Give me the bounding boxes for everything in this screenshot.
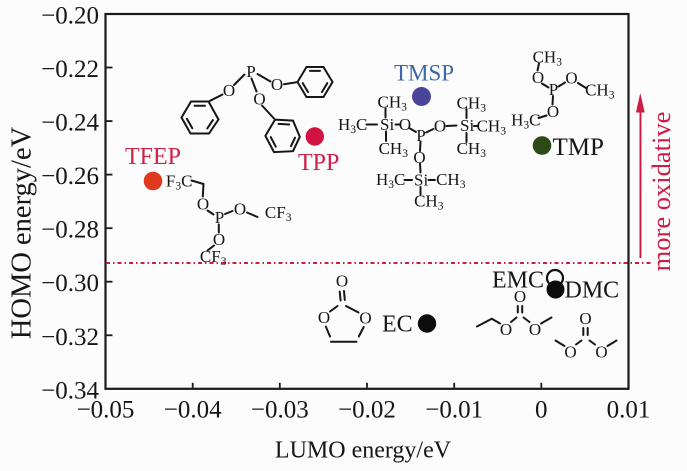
svg-text:O: O: [253, 90, 265, 109]
svg-text:EMC: EMC: [492, 268, 544, 294]
svg-text:CF3: CF3: [265, 203, 292, 224]
svg-text:−0.02: −0.02: [338, 397, 396, 424]
svg-text:−0.32: −0.32: [41, 324, 99, 351]
svg-text:Si: Si: [460, 116, 474, 135]
svg-text:CH3: CH3: [414, 191, 444, 212]
svg-text:O: O: [223, 81, 235, 100]
svg-text:LUMO energy/eV: LUMO energy/eV: [275, 438, 452, 464]
svg-text:−0.01: −0.01: [425, 397, 483, 424]
svg-text:−0.03: −0.03: [251, 397, 309, 424]
svg-text:0: 0: [535, 397, 548, 424]
svg-text:O: O: [271, 75, 283, 94]
svg-text:CH3: CH3: [379, 139, 409, 160]
svg-text:CH3: CH3: [378, 92, 408, 113]
svg-text:O: O: [399, 115, 411, 134]
svg-text:O: O: [595, 342, 607, 361]
svg-text:F3C: F3C: [166, 172, 193, 193]
svg-text:EC: EC: [382, 312, 413, 338]
svg-text:TMSP: TMSP: [394, 61, 454, 86]
svg-text:TFEP: TFEP: [125, 144, 181, 170]
svg-text:O: O: [529, 320, 541, 339]
svg-text:TMP: TMP: [553, 134, 604, 161]
svg-text:CH3: CH3: [585, 80, 615, 101]
svg-text:−0.22: −0.22: [41, 56, 99, 83]
svg-text:O: O: [514, 287, 526, 306]
svg-text:O: O: [565, 68, 577, 87]
svg-text:TPP: TPP: [298, 150, 339, 176]
svg-text:−0.20: −0.20: [41, 3, 99, 30]
svg-text:CF3: CF3: [200, 247, 227, 268]
svg-text:DMC: DMC: [565, 278, 620, 304]
svg-text:Si: Si: [414, 170, 428, 189]
svg-text:−0.24: −0.24: [41, 110, 99, 137]
svg-text:CH3: CH3: [436, 170, 466, 191]
svg-text:O: O: [547, 102, 559, 121]
svg-text:−0.26: −0.26: [41, 163, 99, 190]
svg-text:O: O: [359, 308, 371, 327]
svg-text:O: O: [413, 148, 425, 167]
svg-text:−0.28: −0.28: [41, 217, 99, 244]
svg-text:H3C: H3C: [511, 110, 540, 131]
svg-text:more oxidative: more oxidative: [646, 112, 676, 272]
svg-text:−0.30: −0.30: [41, 270, 99, 297]
svg-text:O: O: [564, 342, 576, 361]
svg-text:O: O: [434, 116, 446, 135]
svg-text:P: P: [549, 80, 558, 99]
svg-text:Si: Si: [380, 115, 394, 134]
svg-text:CH3: CH3: [457, 139, 487, 160]
svg-text:CH3: CH3: [477, 116, 507, 137]
svg-text:P: P: [416, 126, 425, 145]
svg-text:O: O: [234, 200, 246, 219]
svg-text:O: O: [213, 230, 225, 249]
svg-text:−0.04: −0.04: [164, 397, 222, 424]
svg-text:0.01: 0.01: [607, 397, 651, 424]
svg-text:H3C: H3C: [338, 115, 367, 136]
svg-text:O: O: [532, 68, 544, 87]
svg-text:O: O: [197, 195, 209, 214]
svg-text:CH3: CH3: [457, 93, 487, 114]
svg-text:O: O: [500, 320, 512, 339]
svg-text:−0.05: −0.05: [77, 397, 135, 424]
svg-text:CH3: CH3: [533, 47, 563, 68]
svg-text:O: O: [318, 308, 330, 327]
svg-text:P: P: [215, 208, 224, 227]
svg-text:P: P: [246, 62, 255, 81]
svg-text:−0.34: −0.34: [41, 377, 99, 404]
svg-text:O: O: [579, 309, 591, 328]
svg-text:HOMO energy/eV: HOMO energy/eV: [7, 126, 38, 339]
svg-text:H3C: H3C: [376, 170, 405, 191]
svg-text:O: O: [336, 271, 348, 290]
